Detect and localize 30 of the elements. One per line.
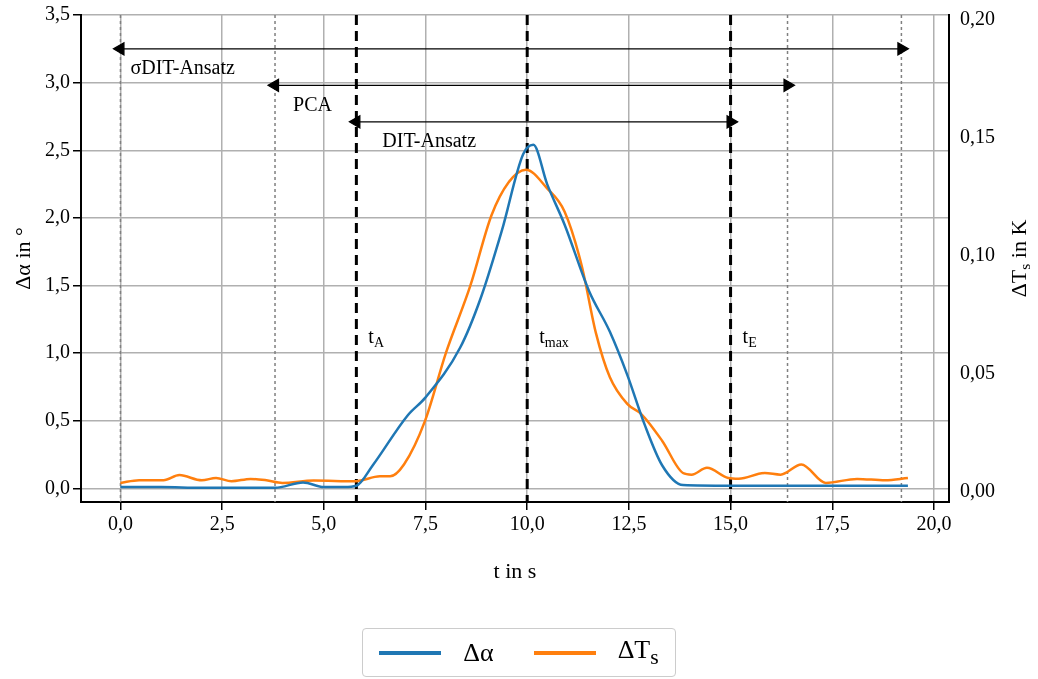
- x-tick-label: 20,0: [916, 512, 952, 535]
- y2-axis-title: ΔTs in K: [1005, 219, 1033, 298]
- y-tick-label: 1,0: [45, 340, 70, 363]
- y-tick-label: 3,5: [45, 2, 70, 25]
- x-tick-label: 15,0: [713, 512, 749, 535]
- x-tick-label: 7,5: [413, 512, 439, 535]
- x-tick-label: 10,0: [509, 512, 545, 535]
- y-axis-title: Δα in °: [9, 227, 35, 290]
- x-tick-label: 0,0: [107, 512, 133, 535]
- legend-label: Δα: [463, 637, 494, 668]
- y2-tick-label: 0,05: [960, 360, 995, 383]
- x-tick-label: 17,5: [814, 512, 850, 535]
- x-tick-label: 5,0: [311, 512, 337, 535]
- legend-label: ΔT$_{s}$: [617, 635, 659, 671]
- x-tick-label: 2,5: [209, 512, 235, 535]
- y-tick-label: 0,0: [45, 475, 70, 498]
- annotation: PCA: [293, 92, 333, 115]
- annotation: σDIT-Ansatz: [130, 56, 236, 79]
- y-tick-label: 2,5: [45, 137, 70, 160]
- y2-tick-label: 0,15: [960, 124, 995, 147]
- y-tick-label: 1,5: [45, 272, 70, 295]
- y2-tick-label: 0,20: [960, 6, 995, 29]
- annotation: DIT-Ansatz: [382, 129, 477, 152]
- y-tick-label: 0,5: [45, 408, 70, 431]
- x-axis-title: t in s: [493, 557, 537, 583]
- y2-tick-label: 0,00: [960, 478, 995, 501]
- y2-tick-label: 0,10: [960, 242, 995, 265]
- y-tick-label: 3,0: [45, 69, 70, 92]
- x-tick-label: 12,5: [611, 512, 647, 535]
- y-tick-label: 2,0: [45, 205, 70, 228]
